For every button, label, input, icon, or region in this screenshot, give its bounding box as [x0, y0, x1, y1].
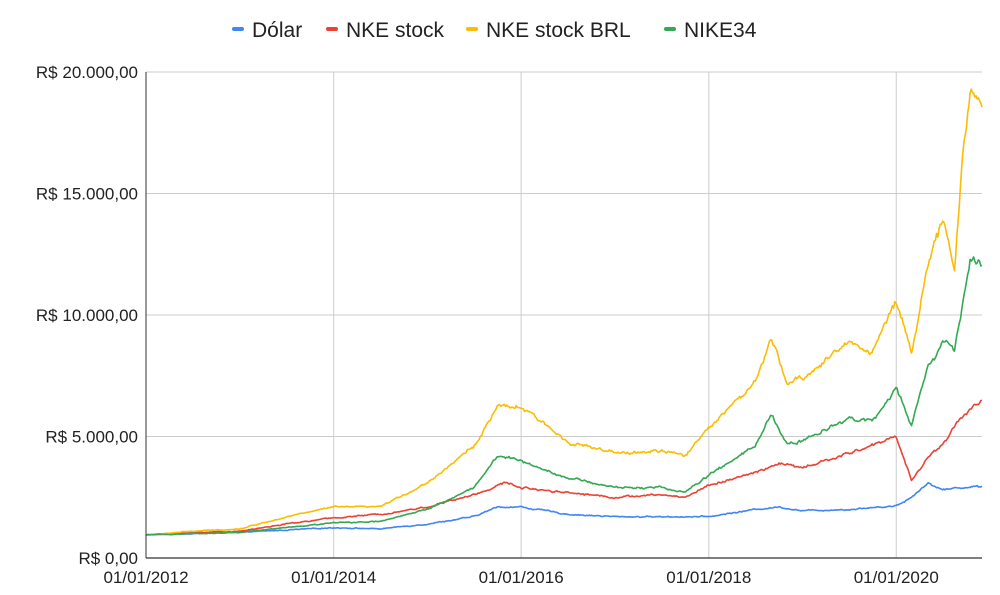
x-tick-label: 01/01/2016: [479, 568, 564, 587]
y-tick-label: R$ 20.000,00: [36, 63, 138, 82]
chart-legend: Dólar NKE stock NKE stock BRL NIKE34: [232, 19, 757, 42]
x-tick-label: 01/01/2020: [854, 568, 939, 587]
x-tick-label: 01/01/2014: [291, 568, 376, 587]
y-tick-label: R$ 0,00: [78, 549, 138, 568]
legend-label: NKE stock BRL: [486, 19, 631, 42]
legend-swatch: [466, 27, 478, 31]
series-line-1: [145, 399, 983, 536]
legend-label: NIKE34: [684, 19, 757, 42]
series-line-3: [145, 256, 983, 536]
y-tick-label: R$ 5.000,00: [45, 428, 138, 447]
legend-swatch: [326, 27, 338, 31]
y-tick-label: R$ 10.000,00: [36, 306, 138, 325]
x-tick-label: 01/01/2012: [103, 568, 188, 587]
legend-swatch: [232, 27, 244, 31]
x-tick-label: 01/01/2018: [666, 568, 751, 587]
legend-label: NKE stock: [346, 19, 445, 42]
y-tick-label: R$ 15.000,00: [36, 185, 138, 204]
chart-tick-labels: R$ 0,00 R$ 5.000,00 R$ 10.000,00 R$ 15.000,…: [36, 63, 939, 587]
series-line-2: [145, 88, 983, 536]
chart-axes: [145, 72, 982, 559]
legend-swatch: [664, 27, 676, 31]
chart-series: [145, 88, 983, 536]
series-line-0: [145, 481, 983, 536]
chart-grid: [146, 71, 982, 558]
legend-label: Dólar: [252, 19, 302, 42]
